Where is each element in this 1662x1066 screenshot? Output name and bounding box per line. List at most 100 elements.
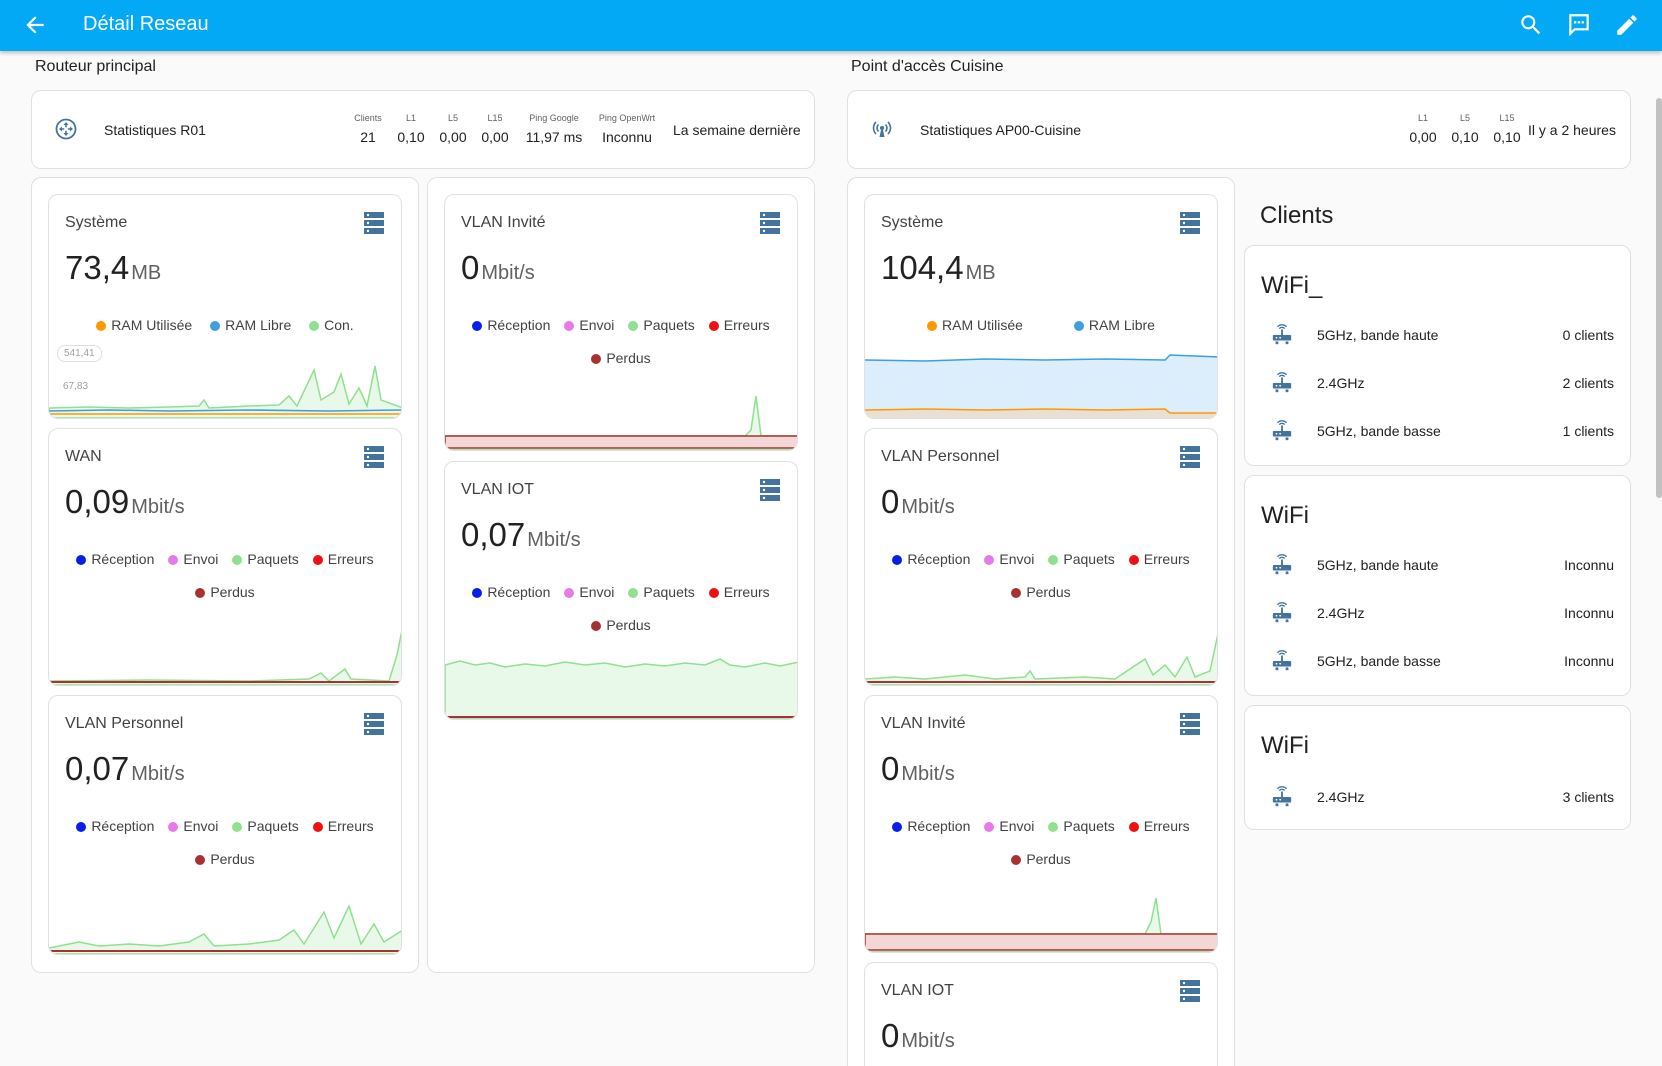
- ap-stat-l5: L5 0,10: [1451, 113, 1479, 145]
- card-title: VLAN Personnel: [881, 448, 1000, 465]
- wifi-router-icon: [1272, 602, 1292, 623]
- ap-last-update: Il y a 2 heures: [1528, 122, 1616, 138]
- server-icon[interactable]: [1179, 211, 1201, 235]
- card-value: 0 Mbit/s: [881, 1017, 955, 1054]
- router-wan-card[interactable]: WAN 0,09 Mbit/s Réception Envoi Paquets Erre…: [48, 428, 402, 686]
- chart-legend: RAM Utilisée RAM Libre: [875, 309, 1207, 342]
- server-icon[interactable]: [759, 211, 781, 235]
- wifi-row[interactable]: 2.4GHz 2 clients: [1245, 369, 1630, 399]
- page-title: Détail Reseau: [83, 13, 209, 35]
- chart-legend: Réception Envoi Paquets Erreurs Perdus: [455, 576, 787, 642]
- access-point-icon: [872, 121, 892, 137]
- y-axis-min-label: 67,83: [63, 381, 89, 392]
- search-icon[interactable]: [1518, 12, 1544, 38]
- router-name: Statistiques R01: [104, 122, 206, 138]
- ap-vlan-personnel-card[interactable]: VLAN Personnel 0 Mbit/s Réception Envoi Paq…: [864, 428, 1218, 686]
- router-last-update: La semaine dernière: [673, 122, 801, 138]
- wifi-row[interactable]: 2.4GHz 3 clients: [1245, 783, 1630, 813]
- server-icon[interactable]: [759, 478, 781, 502]
- server-icon[interactable]: [1179, 979, 1201, 1003]
- wifi-router-icon: [1272, 324, 1292, 345]
- server-icon[interactable]: [363, 211, 385, 235]
- chart-legend: Réception Envoi Paquets Erreurs Perdus: [875, 543, 1207, 609]
- wifi-group-title: WiFi: [1261, 732, 1309, 759]
- chart-legend: Réception Envoi Paquets Erreurs Perdus: [59, 810, 391, 876]
- router-vlan-personnel-card[interactable]: VLAN Personnel 0,07 Mbit/s Réception Envoi…: [48, 695, 402, 955]
- ap-system-card[interactable]: Système 104,4 MB RAM Utilisée RAM Libre: [864, 194, 1218, 419]
- ap-stat-l15: L15 0,10: [1493, 113, 1521, 145]
- back-arrow-icon[interactable]: [22, 12, 48, 38]
- ap-section-title: Point d'accès Cuisine: [851, 58, 1004, 75]
- router-system-card[interactable]: Système 73,4 MB RAM Utilisée RAM Libre Co…: [48, 194, 402, 419]
- wifi-row[interactable]: 2.4GHz Inconnu: [1245, 599, 1630, 629]
- legend-ram-free: RAM Libre: [210, 309, 291, 342]
- ap-stats-card[interactable]: Statistiques AP00-Cuisine L1 0,00 L5 0,10 …: [847, 90, 1631, 169]
- edit-pencil-icon[interactable]: [1614, 12, 1640, 38]
- stat-ping-google: Ping Google 11,97 ms: [525, 113, 583, 145]
- card-title: Système: [881, 214, 944, 231]
- y-axis-max-label: 541,41: [57, 345, 102, 362]
- sparkline-chart: [445, 395, 797, 450]
- card-title: WAN: [65, 448, 102, 465]
- stat-l15: L15 0,00: [481, 113, 509, 145]
- server-icon[interactable]: [363, 712, 385, 736]
- wifi-row[interactable]: 5GHz, bande haute Inconnu: [1245, 551, 1630, 581]
- card-value: 104,4 MB: [881, 249, 996, 286]
- router-vlan-invite-card[interactable]: VLAN Invité 0 Mbit/s Réception Envoi Paquet…: [444, 194, 798, 451]
- legend-ram-used: RAM Utilisée: [96, 309, 192, 342]
- card-title: VLAN Invité: [461, 214, 546, 231]
- chart-legend: RAM Utilisée RAM Libre Con.: [59, 309, 391, 342]
- wifi-router-icon: [1272, 554, 1292, 575]
- router-network-icon: [55, 118, 77, 140]
- sparkline-chart: [865, 354, 1217, 418]
- card-title: Système: [65, 214, 128, 231]
- card-value: 0,07 Mbit/s: [461, 516, 581, 553]
- router-vlan-iot-card[interactable]: VLAN IOT 0,07 Mbit/s Réception Envoi Paquet…: [444, 461, 798, 720]
- wifi-group-title: WiFi: [1261, 502, 1309, 529]
- wifi-router-icon: [1272, 786, 1292, 807]
- chart-legend: Réception Envoi Paquets Erreurs Perdus: [455, 309, 787, 375]
- stat-clients: Clients 21: [354, 113, 382, 145]
- page-scrollbar[interactable]: [1656, 98, 1662, 498]
- card-title: VLAN IOT: [881, 982, 954, 999]
- wifi-group-1[interactable]: WiFi_ 5GHz, bande haute 0 clients 2.4GHz…: [1244, 245, 1631, 466]
- ap-name: Statistiques AP00-Cuisine: [920, 122, 1082, 138]
- chart-legend: Réception Envoi Paquets Erreurs Perdus: [875, 810, 1207, 876]
- assist-chat-icon[interactable]: [1566, 12, 1592, 38]
- wifi-router-icon: [1272, 372, 1292, 393]
- ap-stat-l1: L1 0,00: [1409, 113, 1437, 145]
- stat-l1: L1 0,10: [397, 113, 425, 145]
- card-title: VLAN Invité: [881, 715, 966, 732]
- card-value: 73,4 MB: [65, 249, 162, 286]
- card-value: 0,07 Mbit/s: [65, 750, 185, 787]
- sparkline-chart: [49, 365, 401, 418]
- stat-ping-openwrt: Ping OpenWrt Inconnu: [598, 113, 656, 145]
- ap-vlan-iot-card[interactable]: VLAN IOT 0 Mbit/s: [864, 962, 1218, 1066]
- card-value: 0,09 Mbit/s: [65, 483, 185, 520]
- wifi-group-3[interactable]: WiFi 2.4GHz 3 clients: [1244, 705, 1631, 830]
- card-value: 0 Mbit/s: [461, 249, 535, 286]
- wifi-row[interactable]: 5GHz, bande basse 1 clients: [1245, 417, 1630, 447]
- ap-vlan-invite-card[interactable]: VLAN Invité 0 Mbit/s Réception Envoi Paquet…: [864, 695, 1218, 953]
- card-title: VLAN Personnel: [65, 715, 184, 732]
- server-icon[interactable]: [363, 445, 385, 469]
- server-icon[interactable]: [1179, 445, 1201, 469]
- card-value: 0 Mbit/s: [881, 750, 955, 787]
- sparkline-chart: [865, 897, 1217, 952]
- wifi-row[interactable]: 5GHz, bande basse Inconnu: [1245, 647, 1630, 677]
- router-section-title: Routeur principal: [35, 58, 156, 75]
- wifi-group-title: WiFi_: [1261, 272, 1323, 299]
- wifi-row[interactable]: 5GHz, bande haute 0 clients: [1245, 321, 1630, 351]
- card-value: 0 Mbit/s: [881, 483, 955, 520]
- server-icon[interactable]: [1179, 712, 1201, 736]
- wifi-router-icon: [1272, 420, 1292, 441]
- sparkline-chart: [865, 634, 1217, 685]
- sparkline-chart: [445, 658, 797, 719]
- app-header: Détail Reseau: [0, 0, 1662, 51]
- chart-legend: Réception Envoi Paquets Erreurs Perdus: [59, 543, 391, 609]
- router-stats-card[interactable]: Statistiques R01 Clients 21 L1 0,10 L5 0,00…: [31, 90, 815, 169]
- wifi-router-icon: [1272, 650, 1292, 671]
- wifi-group-2[interactable]: WiFi 5GHz, bande haute Inconnu 2.4GHz In…: [1244, 475, 1631, 696]
- sparkline-chart: [49, 631, 401, 685]
- stat-l5: L5 0,00: [439, 113, 467, 145]
